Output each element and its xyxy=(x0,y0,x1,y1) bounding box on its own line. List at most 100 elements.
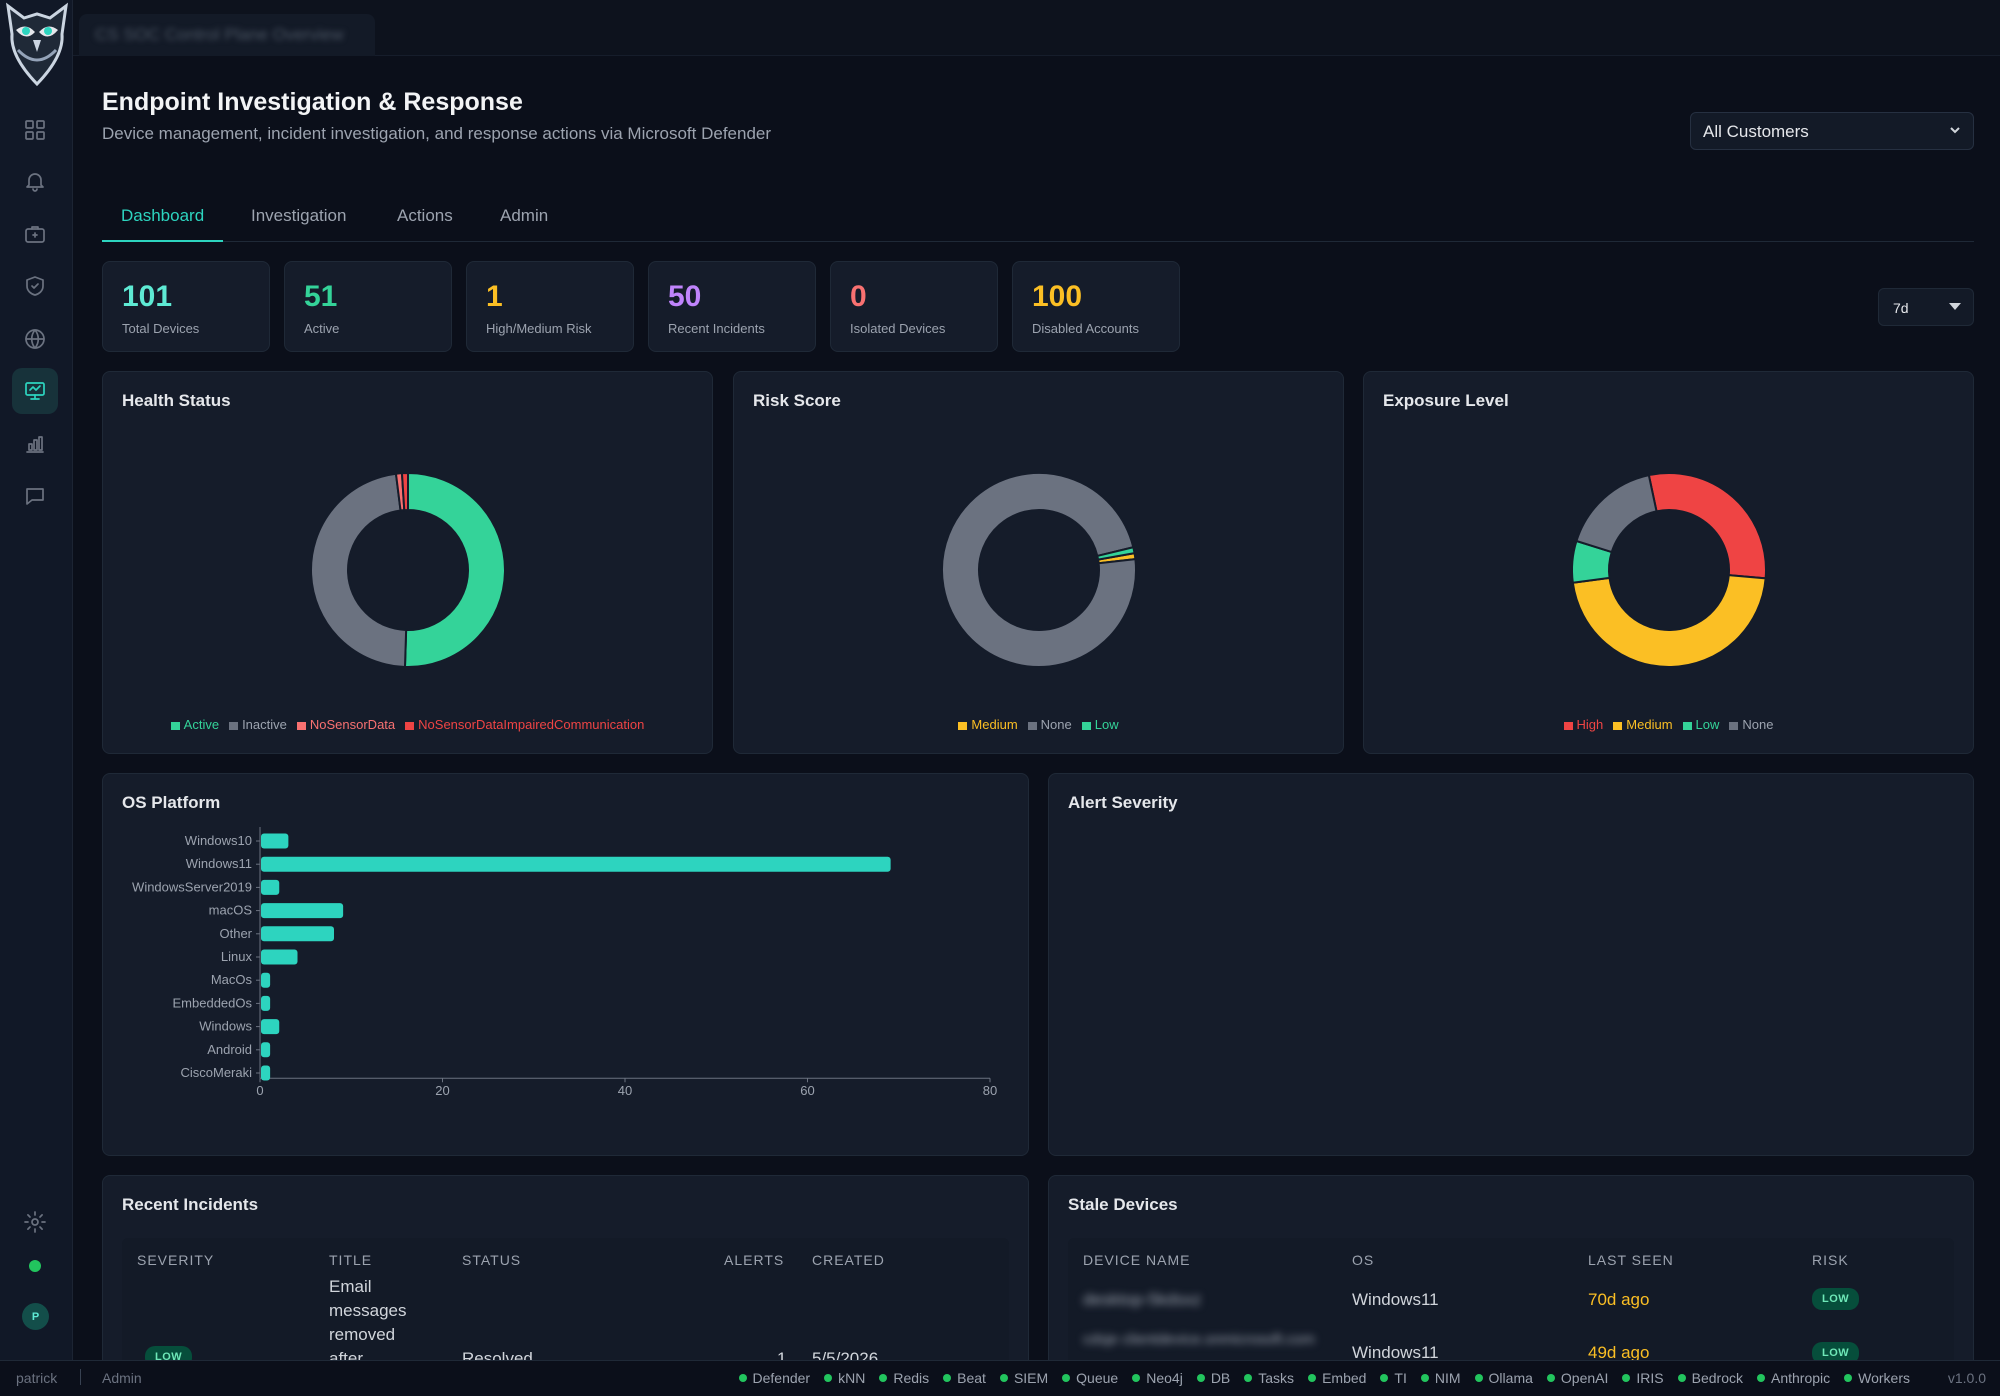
kpi-isolated-devices[interactable]: 0 Isolated Devices xyxy=(830,261,998,352)
legend-item-none[interactable]: None xyxy=(1729,717,1773,732)
donut-slice-none[interactable] xyxy=(941,472,1137,669)
time-range-select[interactable]: 7d xyxy=(1878,288,1974,326)
col-last-seen[interactable]: LAST SEEN xyxy=(1588,1252,1674,1268)
kpi-label: High/Medium Risk xyxy=(486,321,592,336)
recent-incidents-panel: Recent Incidents SEVERITY TITLE STATUS A… xyxy=(102,1175,1029,1360)
connection-status-dot xyxy=(29,1260,41,1272)
risk-score-legend: Medium None Low xyxy=(734,717,1343,732)
bar-embeddedos[interactable] xyxy=(261,995,271,1011)
nav-endpoint-icon[interactable] xyxy=(12,368,58,414)
bar-windows10[interactable] xyxy=(261,833,289,849)
bar-android[interactable] xyxy=(261,1042,271,1058)
kpi-recent-incidents[interactable]: 50 Recent Incidents xyxy=(648,261,816,352)
donut-slice-inactive[interactable] xyxy=(310,472,408,668)
service-status-openai[interactable]: OpenAI xyxy=(1546,1370,1608,1386)
bar-macos[interactable] xyxy=(261,972,271,988)
col-severity[interactable]: SEVERITY xyxy=(137,1252,215,1268)
legend-item-nosensordataimpairedcommunication[interactable]: NoSensorDataImpairedCommunication xyxy=(405,717,644,732)
col-created[interactable]: CREATED xyxy=(812,1252,885,1268)
donut-slice-medium[interactable] xyxy=(1571,574,1767,668)
title-line: messages xyxy=(329,1301,407,1320)
col-status[interactable]: STATUS xyxy=(462,1252,522,1268)
settings-gear-icon[interactable] xyxy=(12,1199,58,1245)
service-status-beat[interactable]: Beat xyxy=(943,1370,986,1386)
tab-actions[interactable]: Actions xyxy=(397,206,453,225)
service-status-nim[interactable]: NIM xyxy=(1420,1370,1461,1386)
service-status-tasks[interactable]: Tasks xyxy=(1244,1370,1294,1386)
legend-item-nosensordata[interactable]: NoSensorData xyxy=(296,717,395,732)
legend-item-medium[interactable]: Medium xyxy=(1613,717,1673,732)
nav-shield-icon[interactable] xyxy=(12,263,58,309)
status-dot-icon xyxy=(1380,1374,1389,1382)
legend-swatch xyxy=(229,721,239,730)
service-status-ollama[interactable]: Ollama xyxy=(1474,1370,1533,1386)
kpi-active[interactable]: 51 Active xyxy=(284,261,452,352)
nav-chat-icon[interactable] xyxy=(12,473,58,519)
service-status-neo4j[interactable]: Neo4j xyxy=(1132,1370,1183,1386)
service-status-redis[interactable]: Redis xyxy=(879,1370,929,1386)
legend-item-inactive[interactable]: Inactive xyxy=(229,717,287,732)
owl-logo-icon[interactable] xyxy=(2,0,72,88)
donut-slice-none[interactable] xyxy=(1575,473,1658,554)
legend-item-active[interactable]: Active xyxy=(170,717,219,732)
service-status-siem[interactable]: SIEM xyxy=(999,1370,1048,1386)
legend-item-low[interactable]: Low xyxy=(1682,717,1719,732)
customer-select[interactable]: All Customers xyxy=(1690,112,1974,150)
service-status-db[interactable]: DB xyxy=(1196,1370,1230,1386)
bar-other[interactable] xyxy=(261,926,334,942)
kpi-total-devices[interactable]: 101 Total Devices xyxy=(102,261,270,352)
legend-item-none[interactable]: None xyxy=(1027,717,1072,732)
bar-linux[interactable] xyxy=(261,949,298,965)
tab-admin[interactable]: Admin xyxy=(500,206,549,225)
bar-macos[interactable] xyxy=(261,903,344,919)
status-dot-icon xyxy=(1420,1374,1429,1382)
status-dot-icon xyxy=(1546,1374,1555,1382)
service-status-anthropic[interactable]: Anthropic xyxy=(1756,1370,1830,1386)
donut-slice-high[interactable] xyxy=(1647,472,1767,580)
col-risk[interactable]: RISK xyxy=(1812,1252,1849,1268)
col-os[interactable]: OS xyxy=(1352,1252,1375,1268)
y-tick-label: Windows10 xyxy=(185,833,252,848)
kpi-high-medium-risk[interactable]: 1 High/Medium Risk xyxy=(466,261,634,352)
service-status-queue[interactable]: Queue xyxy=(1062,1370,1118,1386)
stale-devices-table: DEVICE NAME OS LAST SEEN RISK desktop-5k… xyxy=(1068,1238,1954,1360)
service-status-ti[interactable]: TI xyxy=(1380,1370,1407,1386)
legend-item-medium[interactable]: Medium xyxy=(958,717,1018,732)
bar-ciscomeraki[interactable] xyxy=(261,1065,271,1081)
page-subtitle: Device management, incident investigatio… xyxy=(102,124,772,143)
avatar[interactable]: P xyxy=(22,1303,49,1330)
legend-item-high[interactable]: High xyxy=(1563,717,1603,732)
tab-dashboard[interactable]: Dashboard xyxy=(102,206,224,242)
service-status-knn[interactable]: kNN xyxy=(824,1370,865,1386)
os-platform-panel: OS Platform Windows10 Windows11 WindowsSer… xyxy=(102,773,1029,1156)
service-status-bedrock[interactable]: Bedrock xyxy=(1677,1370,1743,1386)
service-status-defender[interactable]: Defender xyxy=(738,1370,810,1386)
incident-alerts: 1 xyxy=(777,1349,787,1360)
status-dot-icon xyxy=(1756,1374,1765,1382)
window-tab[interactable]: CS SOC Control Plane Overview xyxy=(79,14,375,56)
donut-slice-active[interactable] xyxy=(403,471,506,668)
service-status-embed[interactable]: Embed xyxy=(1308,1370,1366,1386)
service-status-workers[interactable]: Workers xyxy=(1844,1370,1910,1386)
col-alerts[interactable]: ALERTS xyxy=(724,1252,785,1268)
bar-windowsserver2019[interactable] xyxy=(261,879,280,895)
kpi-disabled-accounts[interactable]: 100 Disabled Accounts xyxy=(1012,261,1180,352)
device-name: cdsje clientdevice.onmicrosoft.com xyxy=(1083,1331,1315,1348)
service-status-iris[interactable]: IRIS xyxy=(1622,1370,1664,1386)
nav-globe-icon[interactable] xyxy=(12,316,58,362)
tab-investigation[interactable]: Investigation xyxy=(251,206,347,225)
legend-swatch xyxy=(170,721,180,730)
legend-item-low[interactable]: Low xyxy=(1081,717,1119,732)
nav-dashboard-icon[interactable] xyxy=(12,107,58,153)
col-device-name[interactable]: DEVICE NAME xyxy=(1083,1252,1191,1268)
bar-windows11[interactable] xyxy=(261,856,891,872)
donut-slice-nosensordataimpairedcommunication[interactable] xyxy=(400,471,409,512)
nav-reports-icon[interactable] xyxy=(12,421,58,467)
panel-title: OS Platform xyxy=(122,793,221,812)
risk-score-panel: Risk Score Medium None Low xyxy=(733,371,1344,754)
nav-briefcase-icon[interactable] xyxy=(12,211,58,257)
nav-bell-icon[interactable] xyxy=(12,158,58,204)
donut-slice-low[interactable] xyxy=(1096,546,1136,561)
col-title[interactable]: TITLE xyxy=(329,1252,373,1268)
bar-windows[interactable] xyxy=(261,1019,280,1035)
